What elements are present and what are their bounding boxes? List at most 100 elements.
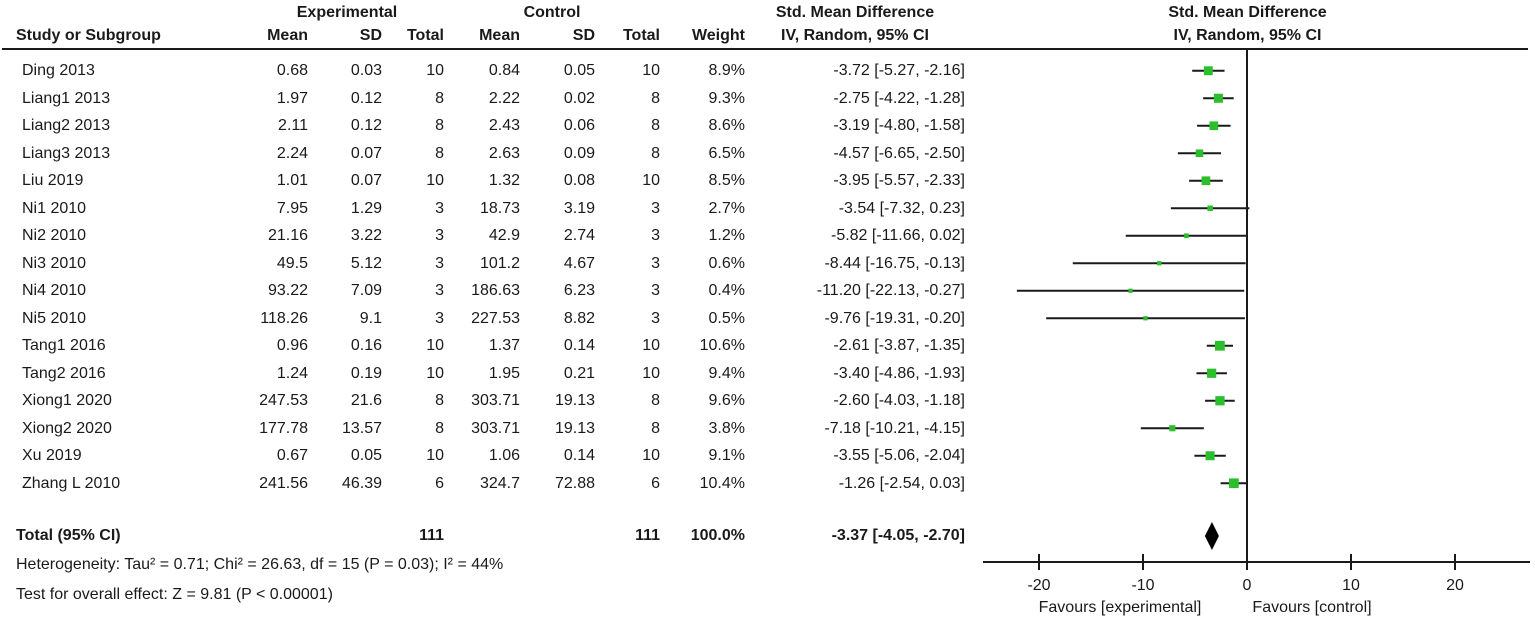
table-row: Xiong2 2020 177.78 13.57 8 303.71 19.13 8 3.8% -… <box>0 415 965 443</box>
table-row: Xiong1 2020 247.53 21.6 8 303.71 19.13 8 9.6% -2… <box>0 387 965 415</box>
total-label: Total (95% CI) <box>16 527 121 544</box>
study-rows: Ding 2013 0.68 0.03 10 0.84 0.05 10 8.9% -3.72 [… <box>0 57 965 497</box>
ctl-mean-cell: 1.37 <box>488 337 520 354</box>
exp-total-cell: 8 <box>435 419 444 437</box>
axis-tick-label: 10 <box>1342 577 1360 594</box>
exp-sd-cell: 46.39 <box>341 474 382 492</box>
ctl-sd-cell: 0.08 <box>563 172 595 189</box>
table-row: Ni2 2010 21.16 3.22 3 42.9 2.74 3 1.2% -5.82 [-1… <box>0 222 965 250</box>
ctl-mean-cell: 303.71 <box>471 419 520 437</box>
weight-cell: 8.9% <box>708 62 745 79</box>
effect-square <box>1203 66 1213 76</box>
exp-total-cell: 10 <box>426 447 444 464</box>
total-weight: 100.0% <box>690 527 745 544</box>
table-row: Liang3 2013 2.24 0.07 8 2.63 0.09 8 6.5% -4.57 [… <box>0 140 965 168</box>
weight-cell: 10.4% <box>699 474 745 492</box>
ctl-sd-cell: 0.05 <box>563 62 595 79</box>
exp-sd-cell: 1.29 <box>350 199 382 217</box>
ctl-total-cell: 8 <box>651 392 660 409</box>
ci-text-cell: -3.95 [-5.57, -2.33] <box>833 172 965 189</box>
exp-sd-cell: 0.07 <box>350 172 382 189</box>
effect-square <box>1205 451 1215 461</box>
weight-cell: 0.6% <box>708 254 745 272</box>
ctl-sd-cell: 19.13 <box>554 392 595 409</box>
weight-cell: 8.6% <box>708 117 745 134</box>
ci-text-cell: -4.57 [-6.65, -2.50] <box>833 144 965 162</box>
exp-sd-cell: 13.57 <box>341 419 382 437</box>
ctl-mean-cell: 2.43 <box>488 117 520 134</box>
ctl-total-cell: 10 <box>642 172 660 189</box>
effect-square <box>1201 176 1211 186</box>
total-ctl-mean-empty <box>444 522 520 550</box>
col-header-exp-sd: SD <box>359 27 382 44</box>
weight-cell: 3.8% <box>708 419 745 437</box>
ci-text-cell: -2.60 [-4.03, -1.18] <box>833 392 965 409</box>
exp-total-cell: 3 <box>435 199 444 217</box>
ci-text-cell: -9.76 [-19.31, -0.20] <box>824 309 965 327</box>
favours-experimental-label: Favours [experimental] <box>1039 599 1202 616</box>
col-header-exp-mean: Mean <box>267 27 308 44</box>
ctl-total-cell: 8 <box>651 89 660 107</box>
forest-plot-canvas: -20 -10 0 10 20 Favours [experimental] Favours… <box>983 50 1530 616</box>
weight-cell: 9.3% <box>708 89 745 107</box>
ctl-mean-cell: 324.7 <box>479 474 520 492</box>
ctl-total-cell: 8 <box>651 117 660 134</box>
ctl-sd-cell: 3.19 <box>563 199 595 217</box>
exp-sd-cell: 0.07 <box>350 144 382 162</box>
ci-text-cell: -3.40 [-4.86, -1.93] <box>833 364 965 382</box>
ctl-mean-cell: 101.2 <box>479 254 520 272</box>
study-label: Xiong1 2020 <box>22 392 112 409</box>
exp-total-cell: 3 <box>435 227 444 244</box>
exp-total-cell: 3 <box>435 254 444 272</box>
group-header-spacer-2 <box>660 4 745 22</box>
favours-control-label: Favours [control] <box>1252 599 1371 616</box>
exp-total-cell: 3 <box>435 282 444 299</box>
exp-total-cell: 10 <box>426 172 444 189</box>
ctl-mean-cell: 1.95 <box>488 364 520 382</box>
effect-square <box>1169 425 1176 432</box>
total-exp-sd-empty <box>308 522 382 550</box>
ci-text-cell: -3.72 [-5.27, -2.16] <box>833 62 965 79</box>
study-label: Tang2 2016 <box>22 364 106 382</box>
exp-total-cell: 10 <box>426 62 444 79</box>
ctl-total-cell: 3 <box>651 199 660 217</box>
overall-effect-note: Test for overall effect: Z = 9.81 (P < 0… <box>16 586 333 603</box>
summary-diamond <box>1204 522 1219 550</box>
exp-mean-cell: 93.22 <box>267 282 308 299</box>
ci-text-cell: -8.44 [-16.75, -0.13] <box>824 254 965 272</box>
col-header-ctl-sd: SD <box>572 27 595 44</box>
study-label: Zhang L 2010 <box>22 474 121 492</box>
exp-total-cell: 6 <box>435 474 444 492</box>
table-row: Ni1 2010 7.95 1.29 3 18.73 3.19 3 2.7% -3.54 [-7… <box>0 195 965 223</box>
ci-text-cell: -3.55 [-5.06, -2.04] <box>833 447 965 464</box>
exp-mean-cell: 0.67 <box>276 447 308 464</box>
ctl-sd-cell: 0.06 <box>563 117 595 134</box>
exp-mean-cell: 49.5 <box>276 254 308 272</box>
effect-square <box>1213 93 1223 103</box>
ci-text-cell: -2.75 [-4.22, -1.28] <box>833 89 965 107</box>
study-label: Xu 2019 <box>22 447 82 464</box>
study-label: Liu 2019 <box>22 172 84 189</box>
exp-sd-cell: 0.05 <box>350 447 382 464</box>
exp-total-cell: 8 <box>435 392 444 409</box>
study-label: Liang2 2013 <box>22 117 111 134</box>
ci-text-cell: -3.19 [-4.80, -1.58] <box>833 117 965 134</box>
ctl-total-cell: 10 <box>642 364 660 382</box>
table-row: Xu 2019 0.67 0.05 10 1.06 0.14 10 9.1% -3.55 [-5… <box>0 442 965 470</box>
exp-sd-cell: 9.1 <box>359 309 382 327</box>
group-header-experimental: Experimental <box>296 4 398 21</box>
table-row: Ding 2013 0.68 0.03 10 0.84 0.05 10 8.9% -3.72 [… <box>0 57 965 85</box>
weight-cell: 2.7% <box>708 199 745 217</box>
exp-sd-cell: 0.03 <box>350 62 382 79</box>
total-exp-total: 111 <box>419 527 444 544</box>
exp-sd-cell: 5.12 <box>350 254 382 272</box>
weight-cell: 6.5% <box>708 144 745 162</box>
ctl-total-cell: 10 <box>642 337 660 354</box>
exp-mean-cell: 21.16 <box>267 227 308 244</box>
exp-sd-cell: 0.12 <box>350 89 382 107</box>
effect-square <box>1195 149 1204 158</box>
exp-mean-cell: 118.26 <box>260 309 308 327</box>
heterogeneity-note: Heterogeneity: Tau² = 0.71; Chi² = 26.63… <box>16 556 504 573</box>
axis-tick-label: -10 <box>1131 577 1154 594</box>
group-header-smd-left: Std. Mean Difference <box>775 4 935 21</box>
